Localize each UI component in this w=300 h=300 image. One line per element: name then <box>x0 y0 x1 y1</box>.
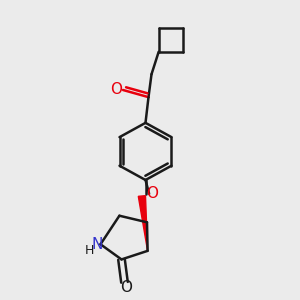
Text: H: H <box>84 244 94 257</box>
Polygon shape <box>138 196 148 251</box>
Text: O: O <box>146 186 158 201</box>
Text: O: O <box>120 280 132 295</box>
Text: N: N <box>91 237 103 252</box>
Text: O: O <box>110 82 122 97</box>
